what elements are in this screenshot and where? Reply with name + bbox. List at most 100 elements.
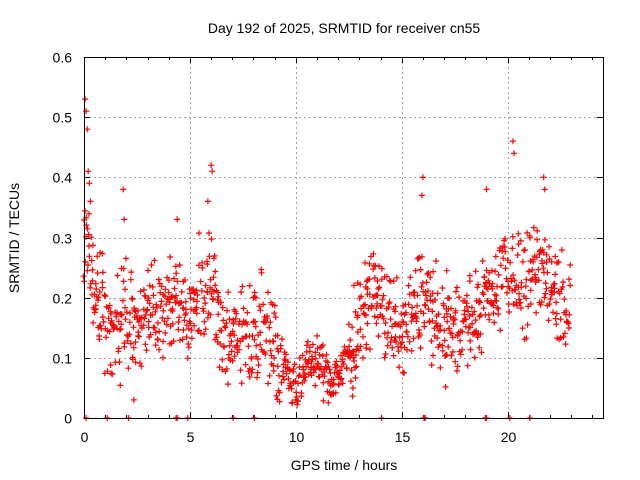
- data-point: [232, 315, 239, 322]
- data-point: [201, 318, 208, 325]
- data-point: [210, 296, 217, 302]
- data-point: [328, 390, 335, 397]
- data-point: [480, 305, 487, 312]
- data-point: [453, 288, 459, 295]
- data-point: [338, 352, 344, 359]
- y-tick-label: 0.1: [53, 351, 73, 367]
- data-point: [523, 295, 529, 302]
- data-point: [298, 390, 305, 397]
- data-point: [219, 356, 226, 363]
- data-point: [170, 338, 177, 345]
- data-point: [86, 210, 92, 217]
- data-point: [169, 293, 176, 300]
- data-point: [277, 345, 284, 352]
- data-point: [282, 351, 289, 358]
- data-point: [136, 333, 142, 340]
- data-point: [406, 291, 413, 298]
- data-point: [169, 320, 176, 327]
- data-point: [202, 326, 209, 333]
- data-point: [448, 305, 454, 312]
- data-point: [187, 320, 194, 327]
- data-point: [462, 323, 469, 330]
- data-point: [245, 343, 252, 350]
- data-point: [84, 126, 91, 133]
- data-point: [144, 306, 151, 313]
- data-point: [220, 317, 227, 324]
- data-point: [321, 373, 328, 380]
- data-point: [122, 304, 129, 311]
- data-point: [447, 313, 454, 320]
- data-point: [193, 304, 200, 311]
- data-point: [149, 311, 156, 318]
- data-point: [515, 241, 522, 248]
- data-point: [522, 283, 529, 290]
- data-point: [502, 248, 509, 255]
- data-point: [450, 321, 457, 327]
- data-point: [410, 335, 417, 342]
- data-point: [444, 310, 450, 317]
- data-point: [253, 342, 260, 349]
- data-point: [117, 326, 124, 332]
- data-point: [495, 311, 502, 318]
- data-point: [449, 348, 456, 355]
- data-point: [188, 327, 195, 333]
- data-point: [428, 362, 435, 368]
- data-point: [210, 288, 217, 295]
- data-point: [290, 366, 297, 372]
- data-point: [509, 233, 516, 240]
- data-point: [159, 315, 166, 321]
- data-point: [499, 248, 506, 254]
- data-point: [197, 278, 204, 285]
- data-point: [108, 310, 115, 317]
- data-point: [86, 180, 93, 187]
- data-point: [291, 361, 298, 368]
- data-point: [199, 264, 206, 271]
- data-point: [518, 305, 524, 311]
- data-point: [252, 323, 259, 330]
- data-point: [119, 297, 126, 304]
- data-point: [546, 243, 553, 250]
- data-point: [218, 327, 225, 334]
- data-point: [228, 348, 235, 355]
- data-point: [127, 340, 134, 347]
- data-point: [405, 301, 412, 308]
- data-point: [94, 253, 101, 260]
- data-point: [287, 382, 294, 389]
- data-point: [473, 327, 480, 334]
- y-tick-label: 0.3: [53, 231, 73, 247]
- data-point: [180, 327, 187, 333]
- data-point: [510, 272, 517, 279]
- data-point: [271, 355, 278, 361]
- data-point: [157, 303, 164, 310]
- data-point: [87, 198, 94, 205]
- data-point: [502, 235, 508, 242]
- x-tick-label: 0: [81, 429, 89, 445]
- data-point: [224, 307, 230, 314]
- data-point: [483, 186, 490, 193]
- data-point: [353, 363, 360, 370]
- data-point: [467, 337, 474, 344]
- data-point: [242, 361, 249, 368]
- data-point: [544, 269, 551, 276]
- data-point: [546, 301, 553, 307]
- data-point: [209, 168, 216, 175]
- data-point: [543, 259, 550, 266]
- data-point: [279, 336, 285, 343]
- data-point: [176, 262, 183, 268]
- data-point: [145, 295, 152, 302]
- data-point: [543, 285, 550, 292]
- data-point: [137, 288, 144, 295]
- data-point: [542, 290, 549, 297]
- data-point: [552, 271, 559, 278]
- data-point: [360, 354, 366, 361]
- data-point: [95, 294, 102, 301]
- data-point: [367, 346, 373, 353]
- data-point: [85, 231, 92, 238]
- data-point: [514, 252, 521, 258]
- data-point: [301, 370, 308, 377]
- data-point: [320, 397, 327, 404]
- data-point: [527, 301, 534, 307]
- data-point: [404, 346, 410, 353]
- data-point: [88, 257, 95, 264]
- data-point: [118, 312, 125, 319]
